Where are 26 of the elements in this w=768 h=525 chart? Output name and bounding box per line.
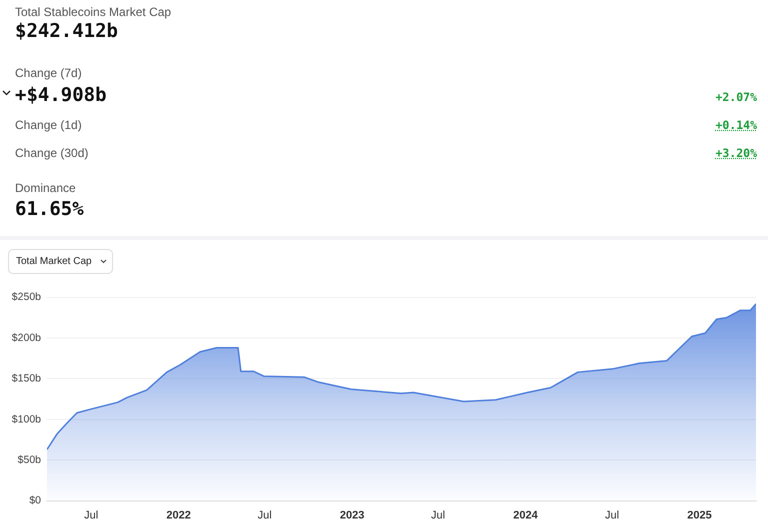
text: Dominance [15, 181, 76, 195]
x-tick-label: Jul [84, 509, 98, 522]
x-tick-label: 2024 [513, 509, 539, 522]
text: +3.20% [715, 146, 757, 160]
y-tick-label: $200b [12, 332, 42, 344]
chart-title: Total Stablecoins Market Cap [15, 5, 172, 19]
text: 61.65% [15, 198, 84, 220]
text: +0.14% [715, 118, 757, 132]
x-tick-label: Jul [431, 509, 446, 522]
y-tick-label: $50b [18, 454, 42, 466]
text: Change (1d) [15, 118, 82, 132]
x-tick-label: Jul [258, 509, 272, 522]
x-tick-label: 2025 [687, 509, 712, 522]
chart-subtitle: $242.412b [15, 20, 118, 42]
y-tick-label: $250b [12, 291, 42, 304]
text: Change (30d) [15, 146, 88, 160]
x-tick-label: 2022 [166, 509, 191, 522]
y-tick-label: $100b [12, 413, 42, 426]
text: Total Market Cap [16, 256, 92, 267]
x-tick-label: Jul [604, 509, 620, 522]
y-tick-label: $150b [12, 372, 42, 385]
y-tick-label: $0 [29, 494, 42, 507]
text: +2.07% [715, 90, 757, 104]
text: Change (7d) [15, 66, 82, 80]
x-tick-label: 2023 [340, 509, 364, 522]
text: +$4.908b [15, 84, 107, 106]
